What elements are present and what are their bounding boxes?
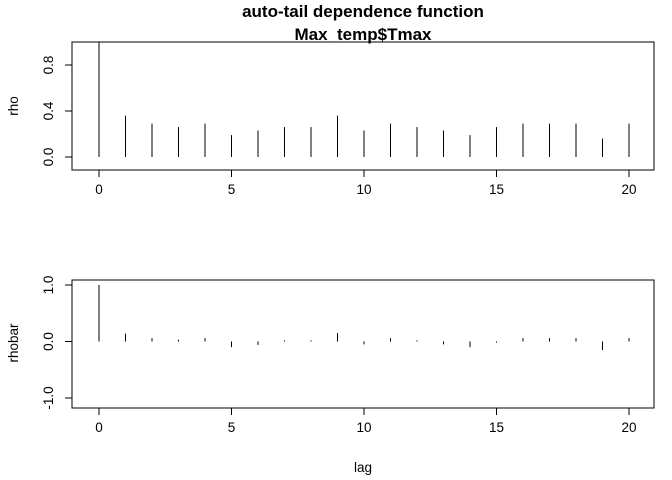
rho-y-axis: 0.0 0.4 0.8 — [41, 56, 73, 167]
rhobar-bars — [98, 285, 630, 350]
rho-y-axis-label: rho — [6, 96, 21, 116]
rho-y-tick-label: 0.0 — [41, 148, 56, 167]
x-axis-label: lag — [354, 460, 372, 475]
rho-y-tick-label: 0.8 — [41, 56, 56, 75]
rhobar-x-tick-label: 15 — [489, 420, 504, 435]
rhobar-plot-frame — [71, 279, 655, 409]
rhobar-y-tick-label: -1.0 — [41, 386, 56, 409]
rho-y-tick-label: 0.4 — [41, 101, 56, 120]
rhobar-panel: -1.0 0.0 1.0 0 5 10 15 20 rhobar lag — [6, 276, 655, 475]
rhobar-y-axis: -1.0 0.0 1.0 — [41, 276, 73, 410]
rho-plot-frame — [71, 41, 655, 171]
figure-title-line2: Max_temp$Tmax — [294, 25, 432, 44]
rhobar-y-tick-label: 1.0 — [41, 276, 56, 295]
rhobar-x-tick-label: 0 — [95, 420, 103, 435]
rhobar-x-tick-label: 20 — [621, 420, 636, 435]
rho-bars — [98, 42, 630, 157]
rho-x-tick-label: 5 — [228, 182, 236, 197]
rho-x-tick-label: 15 — [489, 182, 504, 197]
rhobar-y-axis-label: rhobar — [6, 323, 21, 363]
rho-x-tick-label: 0 — [95, 182, 103, 197]
rho-x-axis: 0 5 10 15 20 — [95, 169, 637, 197]
rho-panel: 0.0 0.4 0.8 0 5 10 15 20 rho — [6, 41, 655, 197]
rhobar-x-tick-label: 10 — [356, 420, 371, 435]
rho-x-tick-label: 10 — [356, 182, 371, 197]
rho-x-tick-label: 20 — [621, 182, 636, 197]
rhobar-y-tick-label: 0.0 — [41, 332, 56, 351]
figure-title-line1: auto-tail dependence function — [242, 2, 484, 21]
rhobar-x-axis: 0 5 10 15 20 — [95, 407, 637, 435]
rhobar-x-tick-label: 5 — [228, 420, 236, 435]
